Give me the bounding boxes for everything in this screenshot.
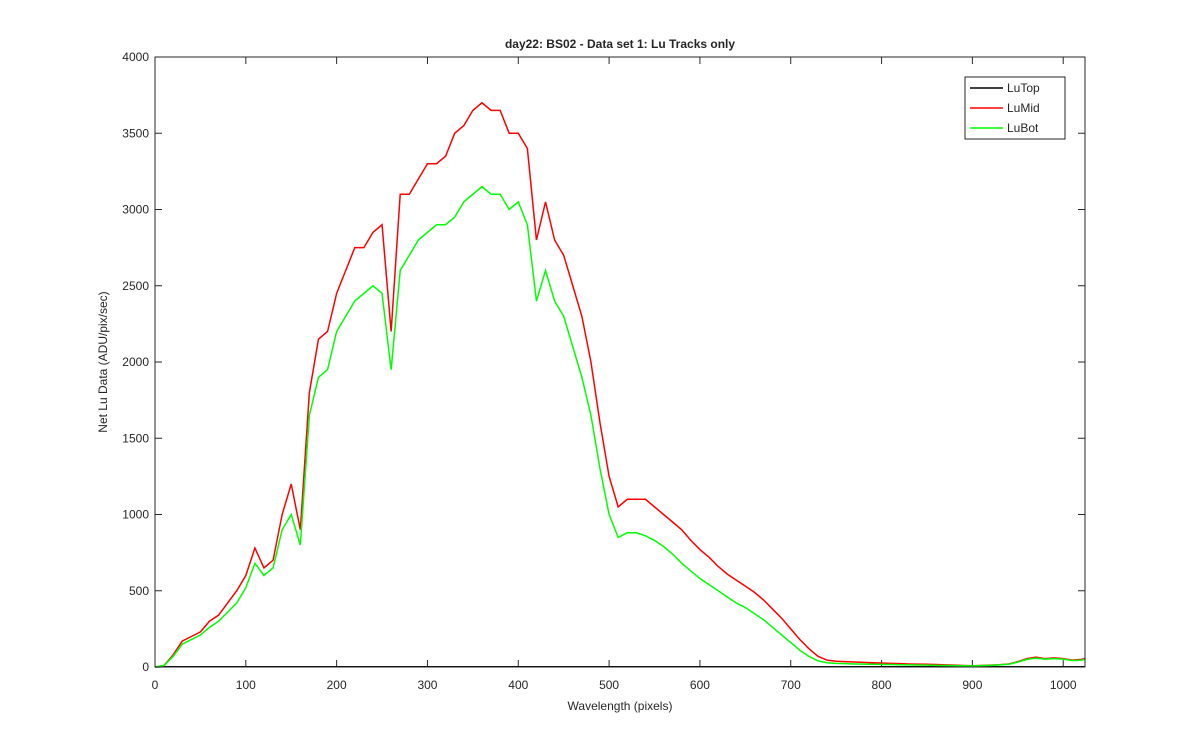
y-axis-label: Net Lu Data (ADU/pix/sec) <box>96 291 110 432</box>
x-tick-label: 0 <box>152 678 159 692</box>
legend-label: LuMid <box>1007 101 1040 115</box>
chart-title: day22: BS02 - Data set 1: Lu Tracks only <box>505 37 735 51</box>
y-tick-label: 0 <box>142 660 149 674</box>
x-tick-label: 300 <box>417 678 437 692</box>
y-tick-label: 4000 <box>122 50 149 64</box>
x-tick-label: 900 <box>962 678 982 692</box>
y-tick-label: 2000 <box>122 355 149 369</box>
x-axis-label: Wavelength (pixels) <box>568 699 673 713</box>
x-tick-label: 600 <box>690 678 710 692</box>
y-tick-label: 500 <box>129 584 149 598</box>
x-tick-label: 500 <box>599 678 619 692</box>
x-tick-label: 100 <box>236 678 256 692</box>
y-tick-label: 3500 <box>122 126 149 140</box>
x-tick-label: 200 <box>327 678 347 692</box>
x-tick-label: 700 <box>781 678 801 692</box>
legend-label: LuTop <box>1007 81 1040 95</box>
y-tick-label: 1500 <box>122 431 149 445</box>
y-tick-label: 1000 <box>122 508 149 522</box>
y-tick-label: 2500 <box>122 279 149 293</box>
y-tick-label: 3000 <box>122 203 149 217</box>
x-tick-label: 1000 <box>1050 678 1077 692</box>
x-tick-label: 400 <box>508 678 528 692</box>
x-tick-label: 800 <box>872 678 892 692</box>
legend-label: LuBot <box>1007 121 1039 135</box>
